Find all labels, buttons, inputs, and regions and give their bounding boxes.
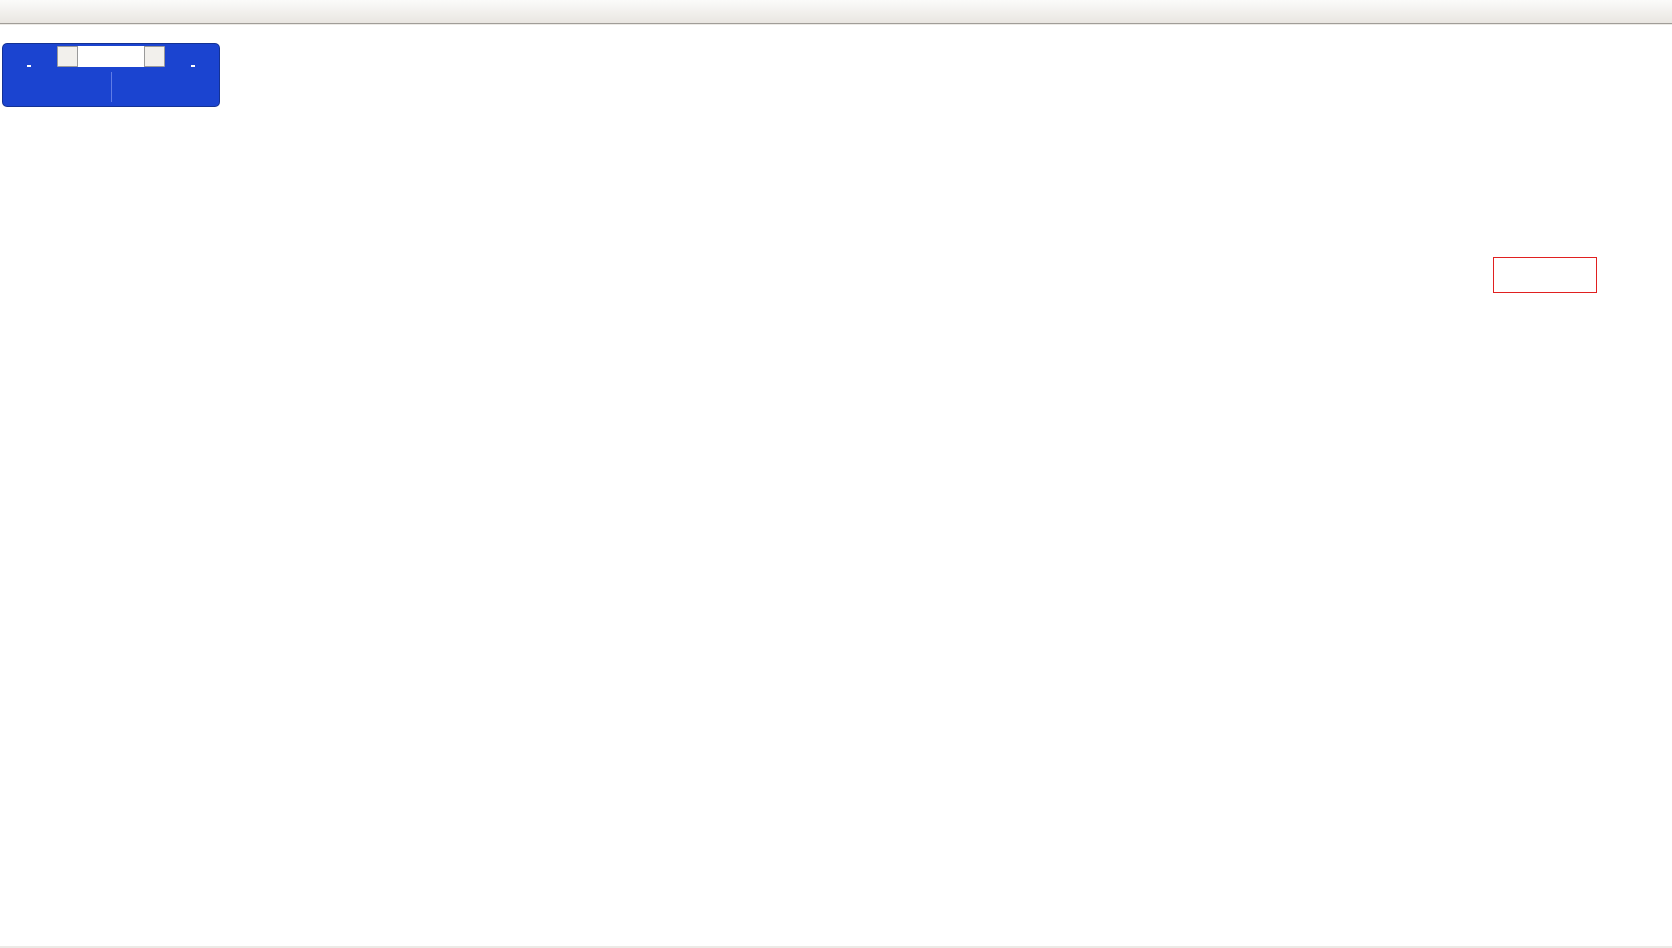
one-click-trading-panel <box>3 44 219 106</box>
buy-button[interactable] <box>167 44 219 69</box>
volume-input[interactable] <box>78 46 144 67</box>
chart-canvas[interactable] <box>0 25 1672 946</box>
buy-price-button[interactable] <box>112 69 220 105</box>
chart-window[interactable] <box>0 25 1672 946</box>
volume-increase-button[interactable] <box>144 46 165 67</box>
sell-price-button[interactable] <box>3 69 111 105</box>
volume-decrease-button[interactable] <box>57 46 78 67</box>
toolbar <box>0 0 1672 24</box>
volume-stepper <box>57 46 165 67</box>
sell-button[interactable] <box>3 44 55 69</box>
panel-divider <box>110 72 112 102</box>
